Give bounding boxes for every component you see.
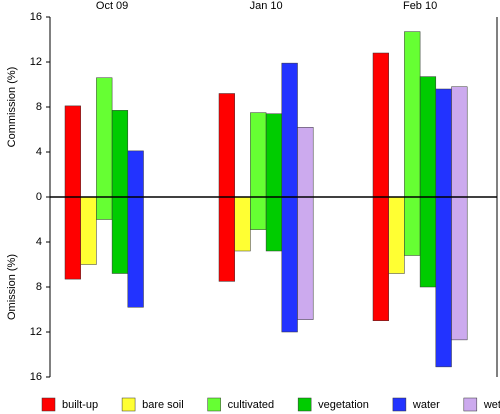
omission-bar [234,196,251,252]
y-label-upper: Commission (%) [6,67,18,148]
omission-bar [111,196,129,274]
omission-bar [265,196,283,252]
commission-bar [218,93,235,198]
y-tick-label: 16 [30,11,42,23]
legend-label: wetland [483,399,500,411]
legend-swatch [297,397,312,412]
legend-label: bare soil [142,399,184,411]
legend-label: built-up [62,399,98,411]
omission-bar [281,196,298,333]
omission-bar [250,196,267,230]
y-tick-label: 16 [30,371,42,383]
y-tick-label: 8 [36,281,42,293]
commission-bar [297,127,314,198]
legend-swatch [121,397,136,412]
legend-label: cultivated [228,399,274,411]
omission-bar [419,196,437,288]
commission-bar [265,113,283,198]
omission-bar [127,196,144,308]
commission-bar [127,150,144,198]
commission-bar [250,112,267,198]
commission-bar [64,105,81,198]
commission-bar [111,110,129,198]
commission-bar [419,76,437,198]
y-label-lower: Omission (%) [6,254,18,320]
commission-bar [96,77,113,198]
y-tick-label: 4 [36,236,42,248]
omission-bar [80,196,97,265]
commission-bar [435,88,452,198]
group-label: Jan 10 [250,0,283,12]
legend-swatch [41,397,56,412]
legend-swatch [392,397,407,412]
legend-label: water [412,399,440,411]
omission-bar [297,196,314,320]
y-tick-label: 12 [30,56,42,68]
commission-bar [281,62,298,198]
group-label: Feb 10 [403,0,437,12]
legend-swatch [207,397,221,412]
omission-bar [388,196,405,274]
omission-bar [372,196,389,321]
y-tick-label: 8 [36,101,42,113]
commission-bar [404,31,421,198]
omission-bar [218,196,235,282]
omission-bar [451,196,468,341]
y-tick-label: 12 [30,326,42,338]
omission-bar [96,196,113,220]
omission-bar [404,196,421,256]
y-tick-label: 0 [36,191,42,203]
omission-bar [64,196,81,280]
commission-bar [372,52,389,198]
group-label: Oct 09 [96,0,128,12]
legend-label: vegetation [318,399,369,411]
y-tick-label: 4 [36,146,42,158]
omission-bar [435,196,452,368]
legend-swatch [463,397,478,412]
commission-bar [451,86,468,198]
